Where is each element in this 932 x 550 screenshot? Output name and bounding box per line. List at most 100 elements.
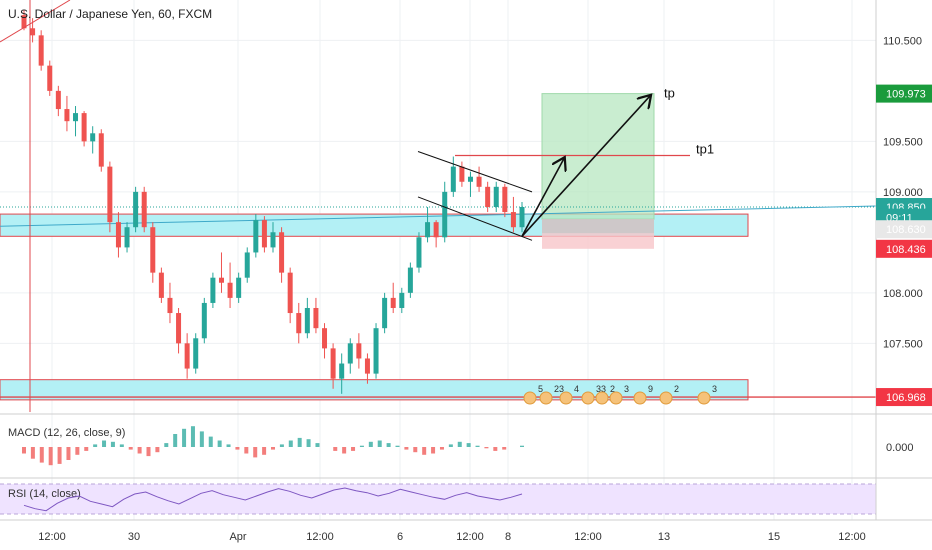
time-tick-label: 13 xyxy=(658,531,670,543)
candle-body xyxy=(141,191,147,228)
macd-bar xyxy=(484,447,489,449)
candle-body xyxy=(416,237,422,268)
candle-body xyxy=(184,343,190,369)
candle-body xyxy=(201,302,207,339)
macd-bar xyxy=(102,440,107,447)
macd-bar xyxy=(422,447,427,455)
candle-body xyxy=(98,133,104,167)
event-count: 2 xyxy=(610,384,615,394)
macd-bar xyxy=(520,445,524,447)
macd-bar xyxy=(377,440,382,447)
macd-bar xyxy=(502,447,507,450)
macd-bar xyxy=(448,444,453,447)
macd-bar xyxy=(315,443,320,447)
candle-body xyxy=(519,207,525,228)
macd-bar xyxy=(306,439,311,447)
time-axis[interactable]: 12:00 30 Apr 12:00 6 12:00 8 12:00 13 15 12:00 xyxy=(0,519,932,543)
time-tick-label: 8 xyxy=(505,531,511,543)
drawings: tp tp1 xyxy=(0,0,714,412)
price-tag-label: 108.630 xyxy=(886,224,926,236)
candle-body xyxy=(21,15,27,29)
macd-bar xyxy=(404,447,409,450)
macd-bar xyxy=(359,445,364,447)
macd-bar xyxy=(288,440,293,447)
candle-body xyxy=(124,227,130,248)
macd-bar xyxy=(466,443,471,447)
candle-body xyxy=(38,35,44,66)
candle-body xyxy=(407,267,413,293)
macd-bar xyxy=(457,441,462,447)
time-tick-label: 30 xyxy=(128,531,140,543)
macd-bar xyxy=(57,447,62,464)
candle-body xyxy=(493,186,499,208)
price-tick-label: 109.500 xyxy=(883,136,923,148)
grid xyxy=(0,0,876,520)
macd-bar xyxy=(93,444,98,447)
candle-body xyxy=(167,297,173,314)
time-tick-label: 12:00 xyxy=(456,531,484,543)
candle-body xyxy=(459,166,465,182)
candle-body xyxy=(339,363,345,379)
candle-body xyxy=(236,277,242,298)
macd-bar xyxy=(208,436,213,447)
price-tick-label: 110.500 xyxy=(883,35,922,47)
macd-bar xyxy=(199,431,204,447)
macd-bar xyxy=(66,447,71,460)
event-icon xyxy=(633,391,647,405)
candle-body xyxy=(253,220,259,253)
macd-bar xyxy=(48,447,53,466)
macd-bar xyxy=(271,447,275,450)
candle-body xyxy=(279,232,285,273)
price-tag xyxy=(876,220,932,239)
candle-body xyxy=(485,186,491,208)
tp1-label: tp1 xyxy=(696,142,714,157)
rsi-label: RSI (14, close) xyxy=(8,488,81,500)
macd-bar xyxy=(137,447,142,454)
macd-bar xyxy=(182,428,187,447)
entry-band xyxy=(542,219,654,234)
event-count: 4 xyxy=(574,384,579,394)
macd-label: MACD (12, 26, close, 9) xyxy=(8,427,125,439)
candle-body xyxy=(330,348,336,379)
event-icon xyxy=(595,391,609,405)
channel-upper-line xyxy=(417,150,533,193)
event-icon xyxy=(559,391,573,405)
candle-body xyxy=(313,307,319,329)
time-tick-label: 12:00 xyxy=(306,531,334,543)
macd-bar xyxy=(30,447,35,459)
candlesticks xyxy=(21,10,525,394)
time-tick-label: 12:00 xyxy=(574,531,602,543)
macd-bar xyxy=(262,447,267,455)
macd-bar xyxy=(279,444,284,447)
price-tag-label: 108.436 xyxy=(886,244,926,256)
rsi-line xyxy=(23,487,523,512)
macd-bar xyxy=(439,447,444,450)
channel-lower-line xyxy=(417,196,533,241)
candle-body xyxy=(356,343,362,359)
price-tag xyxy=(876,239,932,258)
candle-body xyxy=(261,220,267,248)
macd-bar xyxy=(342,447,347,454)
macd-bar xyxy=(119,444,124,447)
candle-body xyxy=(133,191,139,228)
candle-body xyxy=(373,328,379,374)
candle-body xyxy=(502,186,508,213)
macd-bar xyxy=(190,426,195,447)
macd-bar xyxy=(395,445,400,447)
candle-body xyxy=(322,328,328,349)
candle-body xyxy=(64,109,70,122)
event-count: 3 xyxy=(712,384,717,394)
time-tick-label: 12:00 xyxy=(38,531,66,543)
rsi-band xyxy=(0,484,876,514)
macd-bar xyxy=(368,441,373,447)
candle-body xyxy=(218,277,224,283)
candle-body xyxy=(476,176,482,187)
price-axis[interactable]: 110.500 109.500 109.000 108.000 107.500 109.9… xyxy=(875,0,932,520)
macd-bar xyxy=(244,447,249,454)
candle-body xyxy=(270,232,276,248)
event-icon xyxy=(523,391,537,405)
candle-body xyxy=(176,313,182,344)
candle-body xyxy=(30,28,36,36)
long-position-tool[interactable] xyxy=(541,93,655,249)
event-icon xyxy=(659,391,673,405)
